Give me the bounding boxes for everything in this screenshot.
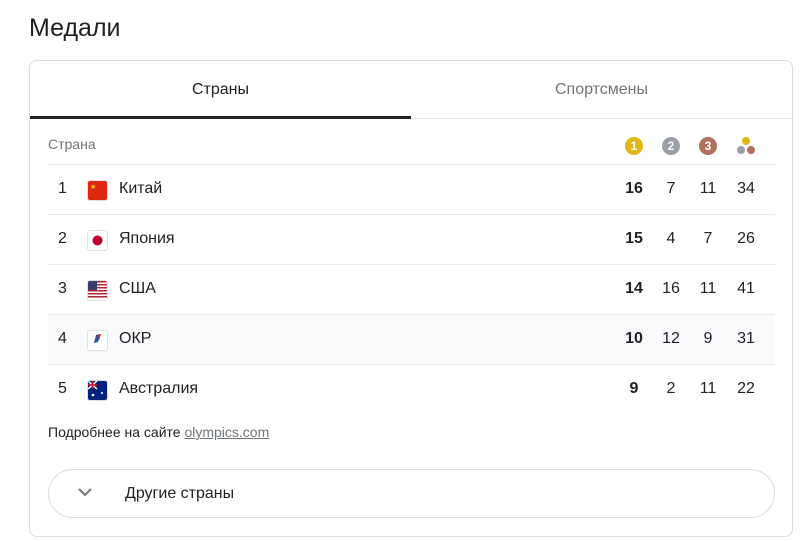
country-name: Япония — [119, 230, 175, 247]
rank: 5 — [58, 380, 67, 397]
gold-count: 14 — [625, 280, 643, 297]
silver-count: 2 — [666, 380, 676, 397]
more-countries-label: Другие страны — [125, 485, 235, 502]
tab-countries[interactable]: Страны — [30, 61, 411, 119]
olympics-link[interactable]: olympics.com — [184, 424, 270, 440]
table-row[interactable]: 1 ★ Китай 16 7 11 34 — [48, 164, 775, 215]
total-count: 34 — [737, 180, 755, 197]
country-name: Китай — [119, 180, 163, 197]
usa-flag-icon — [88, 281, 107, 300]
medals-card: Страны Спортсмены Страна 1 2 3 1 ★ Китай… — [29, 60, 793, 537]
country-column-header: Страна — [48, 136, 96, 152]
bronze-count: 7 — [703, 230, 713, 247]
rank: 1 — [58, 180, 67, 197]
page-title: Медали — [29, 14, 121, 42]
silver-count: 7 — [666, 180, 676, 197]
australia-flag-icon — [88, 381, 107, 400]
bronze-medal-icon: 3 — [699, 137, 717, 155]
country-name: ОКР — [119, 330, 152, 347]
table-row[interactable]: 4 ОКР 10 12 9 31 — [48, 314, 775, 365]
total-count: 31 — [737, 330, 755, 347]
bronze-count: 11 — [699, 380, 717, 397]
table-row[interactable]: 5 Австралия 9 2 11 22 — [48, 364, 775, 415]
gold-medal-icon: 1 — [625, 137, 643, 155]
footer-text: Подробнее на сайте — [48, 424, 185, 440]
svg-text:★: ★ — [90, 183, 96, 191]
total-count: 26 — [737, 230, 755, 247]
gold-count: 16 — [625, 180, 643, 197]
tab-athletes[interactable]: Спортсмены — [554, 81, 649, 98]
china-flag-icon: ★ — [88, 181, 107, 200]
total-count: 22 — [737, 380, 755, 397]
bronze-count: 11 — [699, 280, 717, 297]
roc-flag-icon — [88, 331, 107, 350]
tabs: Страны Спортсмены — [30, 61, 792, 119]
silver-count: 4 — [666, 230, 676, 247]
table-row[interactable]: 3 США 14 16 11 41 — [48, 264, 775, 315]
total-medals-icon — [737, 137, 755, 154]
silver-count: 12 — [662, 330, 680, 347]
table-row[interactable]: 2 Япония 15 4 7 26 — [48, 214, 775, 265]
gold-count: 15 — [625, 230, 643, 247]
silver-medal-icon: 2 — [662, 137, 680, 155]
japan-flag-icon — [88, 231, 107, 250]
total-count: 41 — [737, 280, 755, 297]
rank: 4 — [58, 330, 67, 347]
gold-count: 10 — [625, 330, 643, 347]
more-countries-button[interactable]: Другие страны — [48, 469, 775, 518]
bronze-count: 9 — [703, 330, 713, 347]
rank: 3 — [58, 280, 67, 297]
country-name: США — [119, 280, 156, 297]
bronze-count: 11 — [699, 180, 717, 197]
gold-count: 9 — [629, 380, 639, 397]
country-name: Австралия — [119, 380, 199, 397]
rank: 2 — [58, 230, 67, 247]
silver-count: 16 — [662, 280, 680, 297]
chevron-down-icon — [78, 488, 92, 497]
footer-note: Подробнее на сайте olympics.com — [48, 424, 269, 440]
